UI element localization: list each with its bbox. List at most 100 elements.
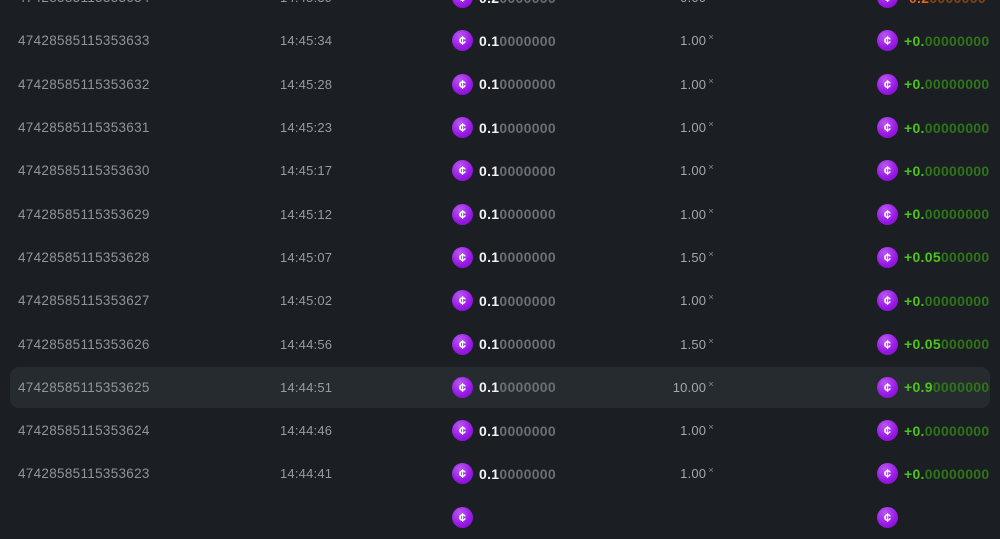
bet-payout-cell: ¢ -0.20000000	[877, 0, 986, 19]
coin-icon: ¢	[452, 334, 473, 355]
table-row[interactable]: 47428585115353631 14:45:23 ¢ 0.10000000 …	[0, 106, 1000, 149]
coin-icon: ¢	[877, 117, 898, 138]
coin-icon: ¢	[877, 377, 898, 398]
bet-payout-cell: ¢ +0.00000000	[877, 106, 989, 149]
bet-id: 47428585115353634	[18, 0, 150, 19]
bet-time: 14:45:39	[280, 0, 332, 19]
coin-icon: ¢	[877, 420, 898, 441]
bet-payout: +0.00000000	[904, 293, 989, 309]
multiplier-x-suffix: ×	[708, 249, 714, 260]
bet-multiplier: 0.00×	[560, 0, 714, 19]
coin-icon: ¢	[452, 0, 473, 8]
bet-time: 14:44:56	[280, 322, 332, 365]
multiplier-value: 0.00	[680, 0, 706, 5]
coin-icon: ¢	[877, 74, 898, 95]
coin-icon: ¢	[452, 463, 473, 484]
bet-payout: +0.00000000	[904, 120, 989, 136]
bet-amount: 0.10000000	[479, 163, 556, 179]
table-row[interactable]: 47428585115353633 14:45:34 ¢ 0.10000000 …	[0, 19, 1000, 62]
bet-payout-cell: ¢ +0.00000000	[877, 279, 989, 322]
bet-amount-cell: ¢ 0.10000000	[452, 279, 556, 322]
bet-multiplier: 1.00×	[560, 106, 714, 149]
table-row[interactable]: 47428585115353634 14:45:39 ¢ 0.20000000 …	[0, 0, 1000, 19]
coin-icon: ¢	[877, 204, 898, 225]
multiplier-x-suffix: ×	[708, 162, 714, 173]
bet-time: 14:44:41	[280, 452, 332, 495]
bet-multiplier	[560, 496, 714, 539]
coin-icon: ¢	[452, 420, 473, 441]
table-row[interactable]: 47428585115353629 14:45:12 ¢ 0.10000000 …	[0, 192, 1000, 235]
bet-amount: 0.10000000	[479, 466, 556, 482]
bet-amount: 0.20000000	[479, 0, 556, 6]
bet-multiplier: 1.50×	[560, 322, 714, 365]
bet-id: 47428585115353625	[18, 366, 150, 409]
multiplier-value: 1.00	[680, 293, 706, 308]
bet-amount: 0.10000000	[479, 206, 556, 222]
bet-amount-cell: ¢ 0.10000000	[452, 63, 556, 106]
table-row[interactable]: 47428585115353627 14:45:02 ¢ 0.10000000 …	[0, 279, 1000, 322]
bet-payout: -0.20000000	[904, 0, 986, 6]
table-row[interactable]: 47428585115353626 14:44:56 ¢ 0.10000000 …	[0, 322, 1000, 365]
table-row[interactable]: 47428585115353624 14:44:46 ¢ 0.10000000 …	[0, 409, 1000, 452]
bet-multiplier: 1.00×	[560, 192, 714, 235]
bet-time: 14:45:02	[280, 279, 332, 322]
bet-payout: +0.00000000	[904, 33, 989, 49]
coin-icon: ¢	[877, 334, 898, 355]
bet-payout-cell: ¢ +0.00000000	[877, 409, 989, 452]
bet-time: 14:45:34	[280, 19, 332, 62]
bet-payout: +0.00000000	[904, 423, 989, 439]
bet-id: 47428585115353624	[18, 409, 150, 452]
bet-id: 47428585115353632	[18, 63, 150, 106]
table-row[interactable]: 47428585115353630 14:45:17 ¢ 0.10000000 …	[0, 149, 1000, 192]
coin-icon: ¢	[877, 30, 898, 51]
bet-payout: +0.00000000	[904, 76, 989, 92]
bet-payout-cell: ¢ +0.00000000	[877, 63, 989, 106]
multiplier-x-suffix: ×	[708, 465, 714, 476]
bet-amount-cell: ¢ 0.10000000	[452, 106, 556, 149]
bet-time: 14:45:28	[280, 63, 332, 106]
table-row[interactable]: 47428585115353625 14:44:51 ¢ 0.10000000 …	[0, 366, 1000, 409]
bet-amount: 0.10000000	[479, 33, 556, 49]
bet-id: 47428585115353626	[18, 322, 150, 365]
bet-payout: +0.00000000	[904, 466, 989, 482]
bet-payout-cell: ¢	[877, 496, 904, 539]
bet-amount-cell: ¢ 0.10000000	[452, 149, 556, 192]
bet-amount-cell: ¢	[452, 496, 479, 539]
bet-amount-cell: ¢ 0.10000000	[452, 236, 556, 279]
bet-amount-cell: ¢ 0.10000000	[452, 19, 556, 62]
bet-amount-cell: ¢ 0.10000000	[452, 452, 556, 495]
bet-payout: +0.05000000	[904, 249, 989, 265]
bet-payout-cell: ¢ +0.00000000	[877, 452, 989, 495]
bet-id: 47428585115353633	[18, 19, 150, 62]
bet-payout-cell: ¢ +0.00000000	[877, 149, 989, 192]
coin-icon: ¢	[877, 0, 898, 8]
multiplier-x-suffix: ×	[708, 422, 714, 433]
coin-icon: ¢	[877, 160, 898, 181]
bet-payout-cell: ¢ +0.05000000	[877, 236, 989, 279]
bet-multiplier: 1.00×	[560, 19, 714, 62]
multiplier-value: 1.00	[680, 120, 706, 135]
bet-payout-cell: ¢ +0.90000000	[877, 366, 989, 409]
table-row[interactable]: 47428585115353632 14:45:28 ¢ 0.10000000 …	[0, 63, 1000, 106]
bet-amount: 0.10000000	[479, 336, 556, 352]
bet-multiplier: 1.00×	[560, 452, 714, 495]
table-row[interactable]: ¢ ¢	[0, 496, 1000, 539]
multiplier-x-suffix: ×	[708, 379, 714, 390]
bet-payout-cell: ¢ +0.00000000	[877, 19, 989, 62]
bet-id: 47428585115353623	[18, 452, 150, 495]
multiplier-x-suffix: ×	[708, 76, 714, 87]
bet-amount: 0.10000000	[479, 379, 556, 395]
multiplier-value: 1.00	[680, 163, 706, 178]
bet-time: 14:45:17	[280, 149, 332, 192]
bet-multiplier: 1.00×	[560, 279, 714, 322]
multiplier-value: 1.50	[680, 337, 706, 352]
bet-amount-cell: ¢ 0.10000000	[452, 322, 556, 365]
bet-time: 14:45:23	[280, 106, 332, 149]
bet-multiplier: 10.00×	[560, 366, 714, 409]
coin-icon: ¢	[452, 247, 473, 268]
table-row[interactable]: 47428585115353628 14:45:07 ¢ 0.10000000 …	[0, 236, 1000, 279]
coin-icon: ¢	[452, 30, 473, 51]
table-row[interactable]: 47428585115353623 14:44:41 ¢ 0.10000000 …	[0, 452, 1000, 495]
bet-amount-cell: ¢ 0.10000000	[452, 192, 556, 235]
coin-icon: ¢	[452, 204, 473, 225]
